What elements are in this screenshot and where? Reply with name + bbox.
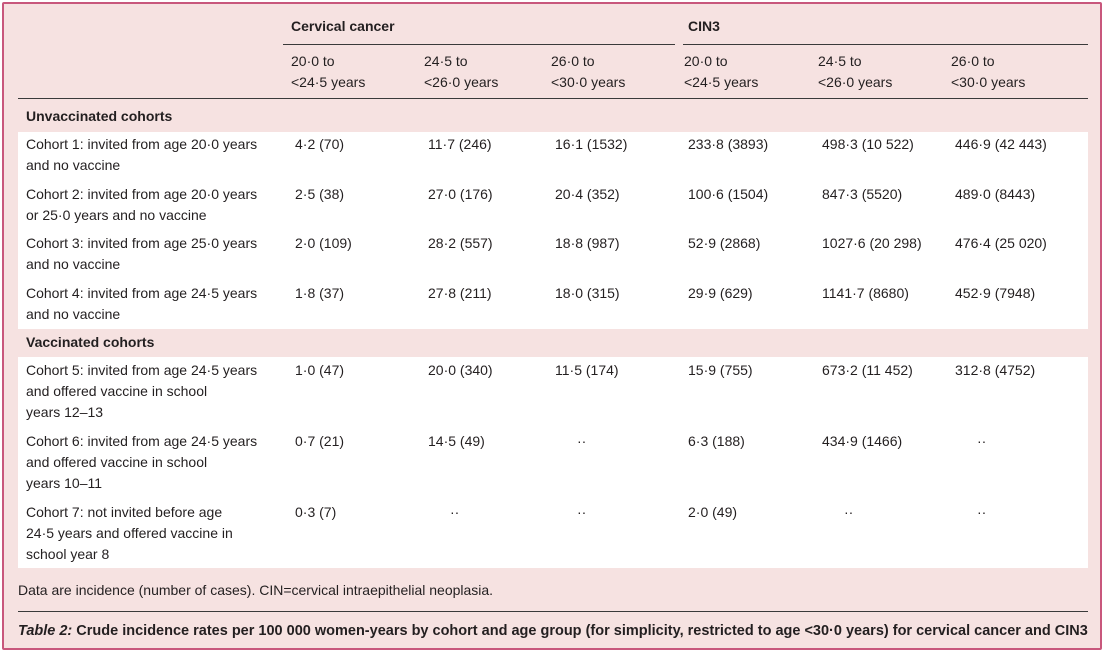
row-label: or 25·0 years and no vaccine — [26, 207, 207, 223]
table-cell: ·· — [977, 433, 987, 449]
table-cell: 1141·7 (8680) — [822, 285, 909, 301]
row-label: years 12–13 — [26, 404, 104, 420]
table-cell: ·· — [977, 504, 987, 520]
table-cell: 11·5 (174) — [555, 362, 619, 378]
group-underline-cin3 — [683, 44, 1088, 45]
column-header-line2: <26·0 years — [424, 74, 499, 90]
table-cell: 1·8 (37) — [295, 285, 345, 301]
column-header-line1: 24·5 to — [424, 53, 468, 69]
row-label: Cohort 4: invited from age 24·5 years — [26, 285, 258, 301]
table-cell: ·· — [844, 504, 854, 520]
column-header-line1: 26·0 to — [551, 53, 595, 69]
caption-label: Table 2: — [18, 623, 73, 639]
table-cell: 4·2 (70) — [295, 136, 345, 152]
row-label: and no vaccine — [26, 256, 121, 272]
section-band — [18, 132, 1088, 329]
table-cell: 52·9 (2868) — [688, 235, 761, 251]
table-cell: ·· — [577, 433, 587, 449]
table-cell: 27·0 (176) — [428, 186, 493, 202]
table-cell: 233·8 (3893) — [688, 136, 769, 152]
table-cell: 0·7 (21) — [295, 433, 345, 449]
table-cell: 312·8 (4752) — [955, 362, 1036, 378]
table-cell: 673·2 (11 452) — [822, 362, 913, 378]
column-header-line2: <24·5 years — [684, 74, 759, 90]
group-header-cervical-cancer: Cervical cancer — [291, 18, 395, 34]
column-header-line1: 20·0 to — [291, 53, 335, 69]
group-header-cin3: CIN3 — [688, 18, 720, 34]
row-label: Cohort 1: invited from age 20·0 years — [26, 136, 258, 152]
row-label: Cohort 2: invited from age 20·0 years — [26, 186, 258, 202]
table-cell: 6·3 (188) — [688, 433, 745, 449]
table-cell: 16·1 (1532) — [555, 136, 628, 152]
table-cell: 2·5 (38) — [295, 186, 345, 202]
table-cell: 11·7 (246) — [428, 136, 492, 152]
table-caption: Table 2: Crude incidence rates per 100 0… — [18, 621, 1088, 642]
table-cell: 434·9 (1466) — [822, 433, 903, 449]
row-label: and no vaccine — [26, 157, 121, 173]
column-header-line2: <24·5 years — [291, 74, 366, 90]
table-cell: 18·8 (987) — [555, 235, 620, 251]
row-label: years 10–11 — [26, 475, 103, 491]
table-cell: 1·0 (47) — [295, 362, 345, 378]
group-underline-cervical — [283, 44, 675, 45]
column-header-line1: 20·0 to — [684, 53, 728, 69]
table-cell: 14·5 (49) — [428, 433, 485, 449]
table-cell: 20·4 (352) — [555, 186, 620, 202]
table-cell: 446·9 (42 443) — [955, 136, 1047, 152]
table-cell: 15·9 (755) — [688, 362, 753, 378]
column-header-line2: <26·0 years — [818, 74, 893, 90]
table-cell: 476·4 (25 020) — [955, 235, 1047, 251]
row-label: Cohort 3: invited from age 25·0 years — [26, 235, 258, 251]
section-header: Unvaccinated cohorts — [26, 108, 173, 124]
section-band — [18, 357, 1088, 568]
table-cell: ·· — [450, 504, 460, 520]
column-header-line1: 26·0 to — [951, 53, 995, 69]
table-cell: 489·0 (8443) — [955, 186, 1036, 202]
header-divider — [18, 98, 1088, 99]
table-cell: 1027·6 (20 298) — [822, 235, 922, 251]
table-cell: 18·0 (315) — [555, 285, 620, 301]
row-label: and offered vaccine in school — [26, 454, 208, 470]
table-cell: 847·3 (5520) — [822, 186, 903, 202]
column-header-line2: <30·0 years — [551, 74, 626, 90]
column-header-line2: <30·0 years — [951, 74, 1026, 90]
table-cell: 2·0 (49) — [688, 504, 738, 520]
table-footnote: Data are incidence (number of cases). CI… — [18, 582, 494, 598]
table-cell: ·· — [577, 504, 587, 520]
row-label: school year 8 — [26, 546, 110, 562]
row-label: Cohort 6: invited from age 24·5 years — [26, 433, 258, 449]
row-label: Cohort 7: not invited before age — [26, 504, 223, 520]
caption-text: Crude incidence rates per 100 000 women-… — [72, 623, 1088, 639]
table-cell: 29·9 (629) — [688, 285, 753, 301]
row-label: and no vaccine — [26, 306, 121, 322]
row-label: and offered vaccine in school — [26, 383, 208, 399]
table-cell: 100·6 (1504) — [688, 186, 769, 202]
section-header: Vaccinated cohorts — [26, 334, 155, 350]
row-label: Cohort 5: invited from age 24·5 years — [26, 362, 258, 378]
table-cell: 28·2 (557) — [428, 235, 493, 251]
caption-divider — [18, 611, 1088, 612]
table-cell: 2·0 (109) — [295, 235, 352, 251]
table-cell: 452·9 (7948) — [955, 285, 1036, 301]
column-header-line1: 24·5 to — [818, 53, 862, 69]
table-cell: 498·3 (10 522) — [822, 136, 914, 152]
table-cell: 20·0 (340) — [428, 362, 493, 378]
table-cell: 27·8 (211) — [428, 285, 492, 301]
row-label: 24·5 years and offered vaccine in — [26, 525, 233, 541]
table-cell: 0·3 (7) — [295, 504, 337, 520]
